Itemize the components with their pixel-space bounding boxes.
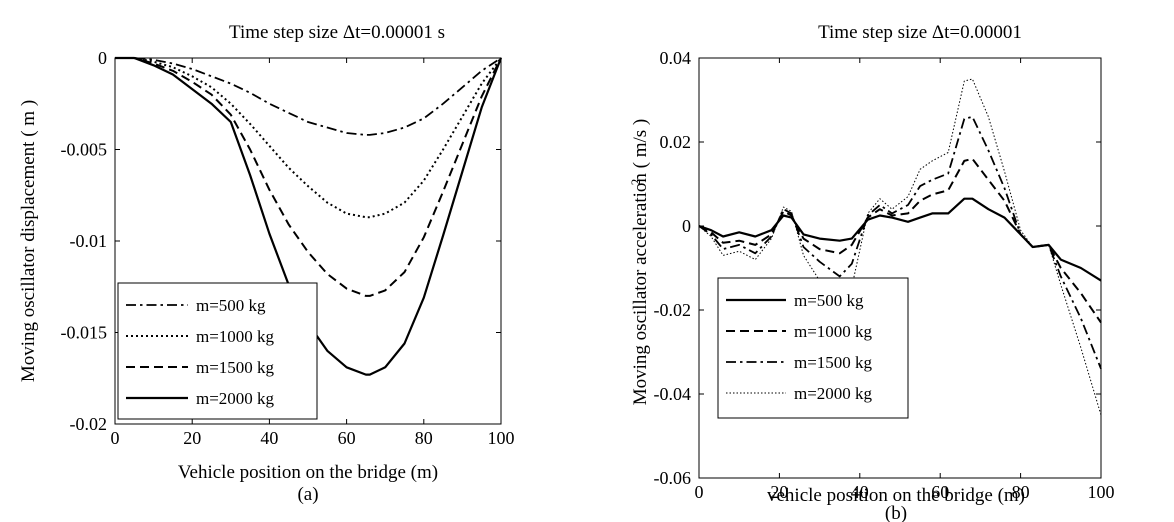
x-tick-label: 20 — [183, 428, 201, 448]
x-tick-label: 100 — [488, 428, 515, 448]
x-tick-label: 80 — [415, 428, 433, 448]
y-tick-label: 0 — [98, 48, 107, 68]
y-tick-label: 0.04 — [660, 48, 692, 68]
series-line — [698, 157, 1102, 324]
series-line — [115, 56, 503, 376]
y-tick-label: -0.06 — [654, 468, 692, 488]
x-tick-label: 80 — [1012, 482, 1030, 502]
chart-a-ticks: 0 20 40 60 80 100 -0.02 -0.015 -0.01 -0.005 0 — [61, 48, 515, 448]
y-tick-label: -0.02 — [70, 414, 108, 434]
legend-label: m=2000 kg — [794, 384, 873, 403]
legend-label: m=1500 kg — [794, 353, 873, 372]
x-tick-label: 40 — [851, 482, 869, 502]
x-tick-label: 60 — [338, 428, 356, 448]
chart-b-panel-label: (b) — [885, 503, 907, 522]
x-tick-label: 100 — [1088, 482, 1115, 502]
x-tick-label: 0 — [111, 428, 120, 448]
chart-b-xlabel: vehicle position on the bridge (m) — [767, 485, 1025, 506]
chart-a-title: Time step size Δt=0.00001 s — [229, 22, 445, 43]
series-line — [115, 57, 502, 136]
legend-label: m=500 kg — [196, 296, 266, 315]
legend-label: m=500 kg — [794, 291, 864, 310]
y-tick-label: -0.005 — [61, 140, 108, 160]
legend-box — [717, 277, 909, 419]
chart-panel-a: Time step size Δt=0.00001 s 0 20 40 60 80 100… — [18, 22, 515, 505]
x-tick-label: 0 — [695, 482, 704, 502]
chart-b-plot-area — [698, 78, 1102, 416]
y-tick-label: -0.015 — [61, 323, 108, 343]
chart-panel-b: Time step size Δt=0.00001 0 20 40 60 80 100-0… — [628, 22, 1115, 522]
chart-a-ylabel: Moving oscillator displacement ( m ) — [18, 100, 39, 382]
chart-a-xlabel: Vehicle position on the bridge (m) — [178, 462, 438, 483]
series-line — [698, 197, 1102, 282]
x-tick-label: 40 — [260, 428, 278, 448]
legend-label: m=1000 kg — [794, 322, 873, 341]
x-tick-label: 60 — [931, 482, 949, 502]
chart-b-legend: m=500 kg m=1000 kg m=1500 kg m=2000 kg — [717, 277, 909, 419]
chart-a-legend: m=500 kg m=1000 kg m=1500 kg m=2000 kg — [117, 282, 318, 420]
chart-b-ylabel-superscript: 2 — [628, 179, 643, 186]
chart-b-ticks: 0 20 40 60 80 100 -0.06 -0.04 -0.02 0 0.02 0.04 — [654, 48, 1115, 502]
series-line — [115, 57, 502, 219]
chart-b-axes-frame — [698, 57, 1102, 479]
y-tick-label: -0.01 — [70, 231, 108, 251]
chart-a-panel-label: (a) — [297, 484, 318, 505]
y-tick-label: 0 — [682, 216, 691, 236]
y-tick-label: -0.02 — [654, 300, 692, 320]
legend-label: m=1500 kg — [196, 358, 275, 377]
chart-a-plot-area — [115, 56, 503, 376]
y-tick-label: 0.02 — [660, 132, 692, 152]
series-line — [115, 57, 502, 297]
y-tick-label: -0.04 — [654, 384, 692, 404]
series-line — [698, 78, 1102, 416]
legend-label: m=2000 kg — [196, 389, 275, 408]
x-tick-label: 20 — [770, 482, 788, 502]
series-line — [698, 115, 1102, 370]
chart-b-title: Time step size Δt=0.00001 — [818, 22, 1022, 43]
legend-label: m=1000 kg — [196, 327, 275, 346]
chart-b-ylabel: Moving oscillator acceleration ( m/s ) — [630, 119, 651, 406]
